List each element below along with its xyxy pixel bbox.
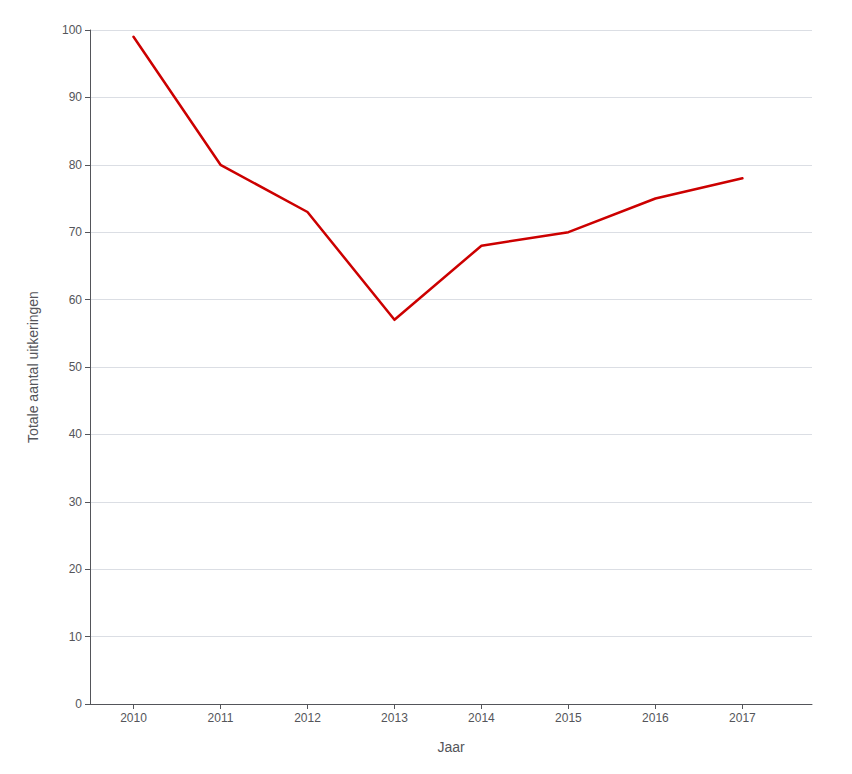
svg-text:90: 90 (69, 90, 83, 104)
svg-text:10: 10 (69, 630, 83, 644)
svg-text:Totale aantal uitkeringen: Totale aantal uitkeringen (25, 291, 41, 443)
svg-text:2016: 2016 (642, 711, 669, 725)
svg-text:2017: 2017 (729, 711, 756, 725)
svg-text:Jaar: Jaar (437, 739, 465, 755)
svg-text:2013: 2013 (381, 711, 408, 725)
svg-text:2010: 2010 (120, 711, 147, 725)
svg-text:0: 0 (75, 697, 82, 711)
svg-text:80: 80 (69, 158, 83, 172)
svg-text:2015: 2015 (555, 711, 582, 725)
svg-text:100: 100 (62, 23, 82, 37)
svg-text:2012: 2012 (294, 711, 321, 725)
svg-text:70: 70 (69, 225, 83, 239)
svg-text:40: 40 (69, 427, 83, 441)
svg-text:60: 60 (69, 293, 83, 307)
svg-text:30: 30 (69, 495, 83, 509)
svg-text:2014: 2014 (468, 711, 495, 725)
svg-text:50: 50 (69, 360, 83, 374)
svg-text:20: 20 (69, 562, 83, 576)
svg-text:2011: 2011 (208, 711, 234, 725)
